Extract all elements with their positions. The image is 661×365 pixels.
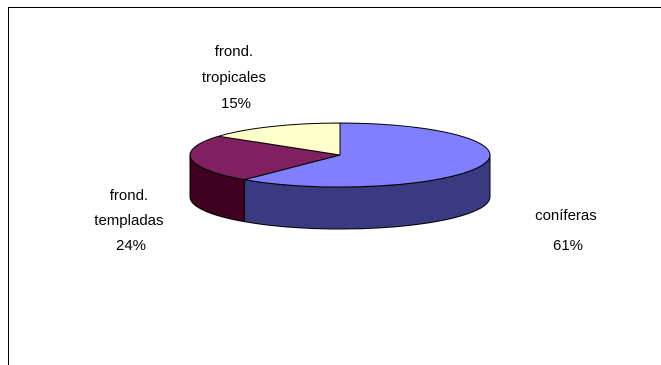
label-templadas: frond. templadas 24% — [94, 187, 167, 254]
pie-sides — [189, 154, 491, 230]
chart-border-top — [8, 7, 661, 8]
label-tropicales: frond. tropicales 15% — [202, 43, 270, 112]
pie-tops — [189, 122, 491, 188]
label-coniferas: coníferas 61% — [535, 207, 601, 254]
pie-slice-tropicales — [218, 122, 341, 156]
pie-slice-coniferas — [244, 122, 491, 188]
chart-border-left — [8, 7, 9, 365]
pie-slice-templadas — [189, 135, 341, 181]
pie-labels: coníferas 61% frond. templadas 24% frond… — [94, 43, 601, 254]
